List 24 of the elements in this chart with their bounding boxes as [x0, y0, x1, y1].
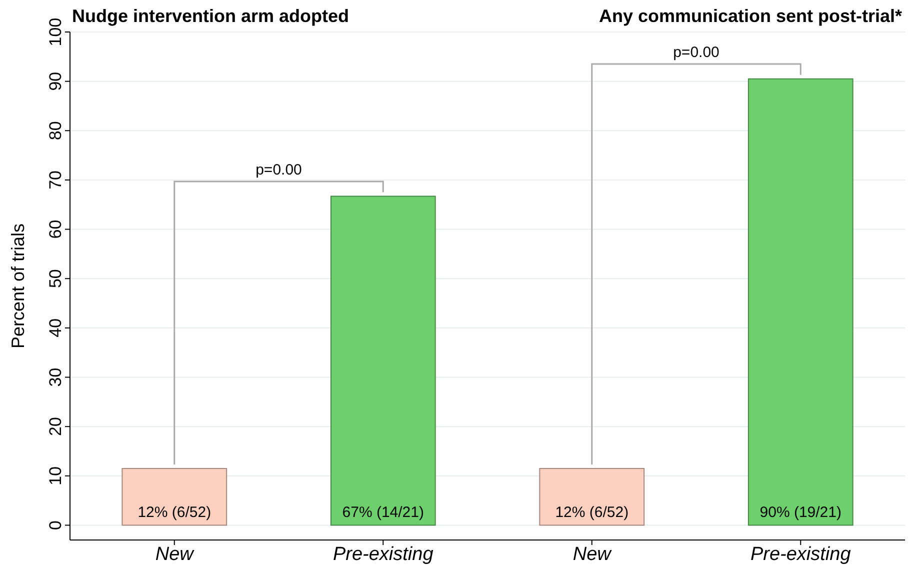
y-tick-label: 20 — [46, 417, 65, 436]
annotation: p=0.00 — [673, 44, 720, 62]
data-label: 12% (6/52) — [138, 504, 212, 522]
y-tick-label: 60 — [46, 220, 65, 239]
x-tick-label: Pre-existing — [750, 544, 852, 565]
y-tick-label: 100 — [46, 18, 65, 46]
y-tick-label: 70 — [46, 170, 65, 190]
chart-title: Nudge intervention arm adopted — [72, 6, 350, 26]
data-label: 67% (14/21) — [342, 504, 424, 522]
y-tick-label: 30 — [46, 368, 65, 387]
data-label: 12% (6/52) — [555, 504, 629, 522]
data-label: 90% (19/21) — [760, 504, 842, 522]
y-tick-label: 80 — [46, 121, 65, 140]
x-tick-label: New — [155, 544, 195, 565]
y-axis-title: Percent of trials — [8, 223, 28, 349]
y-tick-label: 10 — [46, 466, 65, 486]
x-tick-label: New — [572, 544, 612, 565]
x-tick-label: Pre-existing — [332, 544, 434, 565]
annotation: p=0.00 — [256, 161, 302, 178]
y-tick-label: 90 — [46, 72, 65, 91]
y-tick-label: 40 — [46, 318, 65, 338]
chart-title: Any communication sent post-trial* — [598, 6, 902, 26]
y-tick-label: 50 — [46, 269, 65, 288]
y-tick-label: 0 — [46, 520, 65, 530]
